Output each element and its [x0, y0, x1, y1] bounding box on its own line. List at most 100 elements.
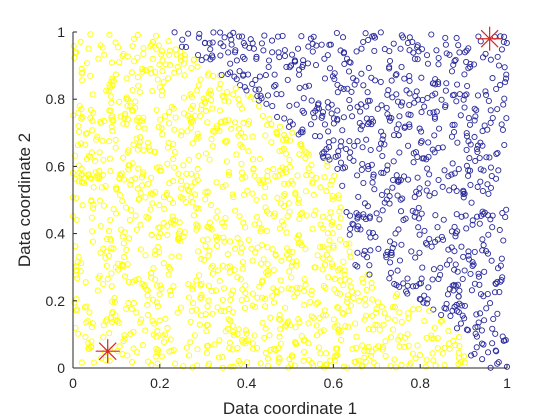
scatter-point-blue [443, 261, 451, 268]
scatter-point-yellow [90, 184, 97, 191]
scatter-point-yellow [124, 149, 131, 156]
scatter-point-blue [298, 33, 305, 40]
scatter-point-yellow [92, 169, 99, 176]
scatter-point-blue [423, 52, 431, 59]
scatter-point-yellow [432, 362, 439, 369]
scatter-point-blue [337, 84, 344, 91]
scatter-point-yellow [228, 291, 235, 298]
scatter-point-yellow [295, 196, 302, 203]
scatter-point-yellow [108, 244, 115, 252]
scatter-point-yellow [239, 265, 246, 272]
scatter-point-blue [256, 73, 263, 80]
scatter-point-blue [475, 270, 482, 277]
scatter-point-blue [358, 166, 365, 173]
scatter-point-blue [442, 41, 449, 48]
scatter-point-blue [376, 145, 383, 152]
scatter-point-yellow [167, 47, 174, 54]
scatter-point-yellow [372, 345, 379, 352]
scatter-point-yellow [320, 312, 327, 319]
scatter-point-yellow [75, 109, 82, 116]
scatter-point-blue [366, 215, 373, 222]
scatter-point-blue [346, 212, 354, 219]
scatter-point-yellow [402, 334, 409, 341]
scatter-point-blue [307, 121, 315, 128]
scatter-point-yellow [301, 337, 308, 344]
scatter-point-blue [453, 211, 460, 218]
scatter-point-yellow [237, 360, 244, 367]
scatter-point-blue [488, 172, 495, 180]
scatter-point-blue [343, 145, 350, 153]
scatter-point-blue [394, 267, 401, 274]
scatter-point-blue [386, 57, 394, 65]
scatter-point-yellow [170, 178, 177, 185]
scatter-point-yellow [261, 193, 268, 200]
scatter-point-yellow [301, 276, 308, 283]
scatter-point-yellow [107, 217, 114, 224]
scatter-point-yellow [244, 187, 251, 194]
scatter-point-yellow [162, 315, 169, 322]
scatter-point-blue [334, 165, 341, 172]
scatter-point-blue [450, 61, 457, 68]
scatter-point-yellow [333, 352, 340, 359]
scatter-point-yellow [347, 302, 354, 309]
scatter-point-yellow [175, 253, 182, 260]
scatter-point-yellow [382, 338, 389, 345]
scatter-point-blue [206, 40, 213, 47]
scatter-point-blue [369, 33, 376, 40]
scatter-point-yellow [303, 212, 310, 219]
scatter-point-blue [490, 315, 497, 323]
scatter-point-yellow [319, 266, 326, 273]
scatter-point-yellow [187, 339, 194, 346]
scatter-point-blue [330, 120, 337, 127]
scatter-point-yellow [335, 304, 342, 311]
scatter-point-blue [451, 91, 458, 98]
scatter-point-yellow [305, 356, 312, 363]
scatter-point-blue [478, 212, 485, 219]
scatter-point-blue [406, 73, 413, 80]
scatter-point-yellow [182, 198, 189, 206]
scatter-point-yellow [277, 340, 284, 347]
scatter-point-blue [445, 173, 452, 180]
scatter-point-blue [411, 55, 418, 62]
scatter-point-blue [476, 220, 483, 227]
scatter-point-blue [428, 243, 435, 250]
scatter-point-yellow [189, 140, 196, 147]
scatter-point-blue [377, 29, 384, 36]
scatter-point-blue [231, 49, 239, 56]
scatter-point-blue [383, 196, 390, 203]
scatter-point-blue [415, 204, 422, 211]
scatter-point-blue [385, 87, 392, 94]
scatter-point-yellow [322, 261, 329, 268]
scatter-point-blue [459, 312, 466, 319]
scatter-point-yellow [127, 330, 134, 338]
scatter-point-yellow [346, 240, 353, 247]
scatter-point-blue [417, 296, 424, 303]
scatter-point-yellow [272, 251, 279, 258]
scatter-point-yellow [351, 358, 358, 365]
scatter-point-yellow [221, 285, 228, 292]
scatter-point-yellow [317, 221, 324, 228]
scatter-point-blue [454, 281, 461, 288]
scatter-point-yellow [365, 325, 372, 333]
scatter-point-yellow [132, 104, 139, 111]
scatter-point-blue [240, 39, 247, 47]
scatter-point-yellow [198, 256, 205, 263]
scatter-point-yellow [421, 317, 428, 324]
scatter-point-blue [502, 79, 509, 86]
scatter-point-blue [396, 113, 403, 120]
scatter-point-yellow [262, 132, 269, 139]
scatter-point-yellow [211, 341, 218, 348]
scatter-point-yellow [238, 169, 245, 176]
scatter-point-blue [501, 141, 508, 149]
scatter-point-yellow [171, 126, 178, 133]
scatter-point-yellow [376, 326, 383, 333]
scatter-point-yellow [340, 258, 347, 265]
scatter-point-yellow [167, 291, 174, 298]
scatter-point-yellow [313, 322, 320, 329]
scatter-point-yellow [302, 155, 309, 162]
scatter-point-yellow [320, 282, 327, 290]
scatter-point-blue [448, 68, 456, 75]
scatter-point-yellow [323, 361, 330, 368]
scatter-point-blue [453, 98, 460, 105]
scatter-point-blue [497, 81, 504, 89]
